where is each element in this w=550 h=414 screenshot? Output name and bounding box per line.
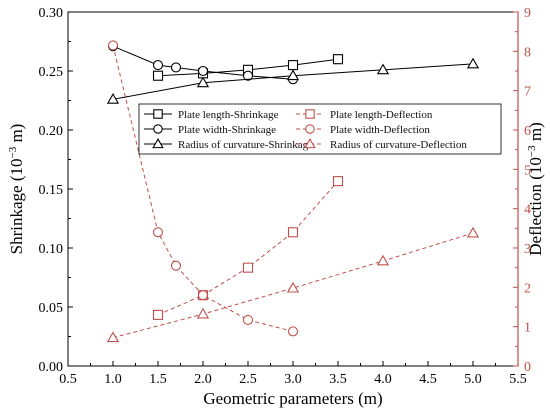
legend-item: Radius of curvature-Shrinkage (144, 138, 313, 151)
left-y-tick-label: 0.20 (39, 124, 64, 139)
data-point (376, 63, 390, 75)
left-y-axis-title-exponent: −3 (7, 146, 19, 158)
legend-item: Plate length-Deflection (296, 109, 433, 121)
data-point (242, 314, 254, 326)
series-line (157, 180, 339, 316)
legend-item: Plate width-Deflection (296, 124, 430, 136)
right-y-tick-label: 6 (524, 124, 531, 139)
legend-marker (153, 109, 163, 119)
legend-item: Plate width-Shrinkage (144, 124, 276, 136)
data-point (466, 226, 480, 238)
left-y-tick-label: 0.30 (39, 6, 64, 21)
series-radius-of-curvature-deflection (106, 226, 480, 343)
x-tick-label: 1.5 (149, 372, 167, 387)
data-point (152, 60, 164, 71)
data-point (170, 62, 182, 73)
data-point (197, 65, 209, 77)
data-point (152, 309, 164, 320)
data-point (106, 93, 120, 104)
legend-label: Plate width-Deflection (330, 124, 430, 136)
right-y-axis-title: Deflection (10−3 m) (526, 122, 545, 256)
right-y-tick-label: 4 (524, 203, 531, 218)
right-y-tick-label: 3 (524, 242, 531, 257)
legend-item: Radius of curvature-Deflection (296, 138, 467, 151)
x-tick-label: 5.5 (509, 372, 527, 387)
x-tick-label: 0.5 (59, 372, 77, 387)
right-y-axis-title-suffix: m) (526, 122, 545, 145)
right-y-axis-title-exponent: −3 (526, 145, 538, 157)
series-plate-width-deflection (107, 40, 299, 337)
left-y-axis-title-prefix: Shrinkage (10 (7, 159, 26, 255)
x-tick-label: 3.0 (284, 372, 302, 387)
right-y-tick-label: 5 (524, 163, 531, 178)
right-y-tick-label: 0 (524, 360, 531, 375)
legend-marker (153, 124, 163, 134)
legend-marker (305, 124, 315, 134)
right-y-axis: 0 1 2 3 4 5 6 7 8 9 (513, 6, 531, 375)
data-point (286, 281, 300, 293)
data-point (376, 254, 390, 266)
x-tick-label: 4.5 (419, 372, 437, 387)
data-point (107, 40, 119, 51)
data-point (106, 331, 120, 343)
left-y-tick-label: 0.15 (39, 183, 64, 198)
left-y-axis-title-suffix: m) (7, 124, 26, 147)
legend-label: Plate length-Shrinkage (178, 109, 279, 121)
data-point (196, 307, 210, 319)
left-y-tick-label: 0.25 (39, 65, 64, 80)
data-point (170, 260, 182, 271)
data-point (286, 69, 300, 81)
data-point (152, 227, 164, 238)
legend-item: Plate length-Shrinkage (144, 109, 279, 121)
left-y-tick-label: 0.10 (39, 242, 64, 257)
x-tick-label: 4.0 (374, 372, 392, 387)
data-point (466, 57, 480, 69)
series-line (112, 45, 294, 332)
data-point (242, 70, 254, 81)
right-y-tick-label: 8 (524, 45, 531, 60)
x-tick-label: 1.0 (104, 372, 122, 387)
right-y-tick-label: 7 (524, 85, 531, 100)
data-point (287, 326, 299, 337)
left-y-axis-title: Shrinkage (10−3 m) (7, 124, 26, 255)
x-tick-label: 2.5 (239, 372, 257, 387)
legend-label: Plate width-Shrinkage (178, 124, 276, 136)
series-layer (106, 40, 480, 343)
legend-marker (305, 109, 315, 119)
right-y-tick-label: 1 (524, 321, 531, 336)
series-plate-length-deflection (152, 176, 344, 320)
right-y-tick-label: 9 (524, 6, 531, 21)
legend-label: Plate length-Deflection (330, 109, 433, 121)
series-radius-of-curvature-shrinkage (106, 57, 480, 104)
x-axis: 0.5 1.0 1.5 2.0 2.5 3.0 3.5 4.0 4.5 5.0 5.5 (59, 361, 527, 387)
data-point (242, 262, 254, 273)
legend-label: Radius of curvature-Shrinkage (178, 139, 313, 151)
data-point (287, 60, 299, 71)
legend: Plate length-Shrinkage Plate width-Shrink… (138, 103, 502, 155)
data-point (197, 290, 209, 301)
x-tick-label: 5.0 (464, 372, 482, 387)
left-y-axis: 0.00 0.05 0.10 0.15 0.20 0.25 0.30 (39, 6, 73, 375)
data-point (152, 70, 164, 81)
x-tick-label: 2.0 (194, 372, 212, 387)
left-y-tick-label: 0.00 (39, 360, 64, 375)
data-point (196, 76, 210, 88)
left-y-tick-label: 0.05 (39, 301, 64, 316)
series-line (112, 45, 294, 80)
legend-marker (152, 138, 164, 149)
x-tick-label: 3.5 (329, 372, 347, 387)
data-point (332, 176, 344, 187)
data-point (332, 54, 344, 65)
x-axis-title: Geometric parameters (m) (203, 389, 382, 408)
legend-label: Radius of curvature-Deflection (330, 139, 467, 151)
legend-marker (304, 138, 316, 149)
right-y-axis-title-prefix: Deflection (10 (526, 157, 545, 256)
right-y-tick-label: 2 (524, 281, 531, 296)
data-point (287, 227, 299, 238)
